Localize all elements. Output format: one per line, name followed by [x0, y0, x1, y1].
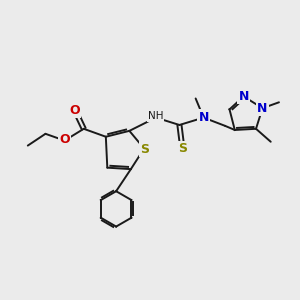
Text: S: S — [140, 142, 149, 156]
Text: NH: NH — [148, 111, 163, 121]
Text: N: N — [198, 110, 209, 124]
Text: N: N — [257, 102, 268, 115]
Text: O: O — [59, 134, 70, 146]
Text: S: S — [178, 142, 187, 155]
Text: O: O — [70, 104, 80, 117]
Text: N: N — [238, 90, 249, 103]
